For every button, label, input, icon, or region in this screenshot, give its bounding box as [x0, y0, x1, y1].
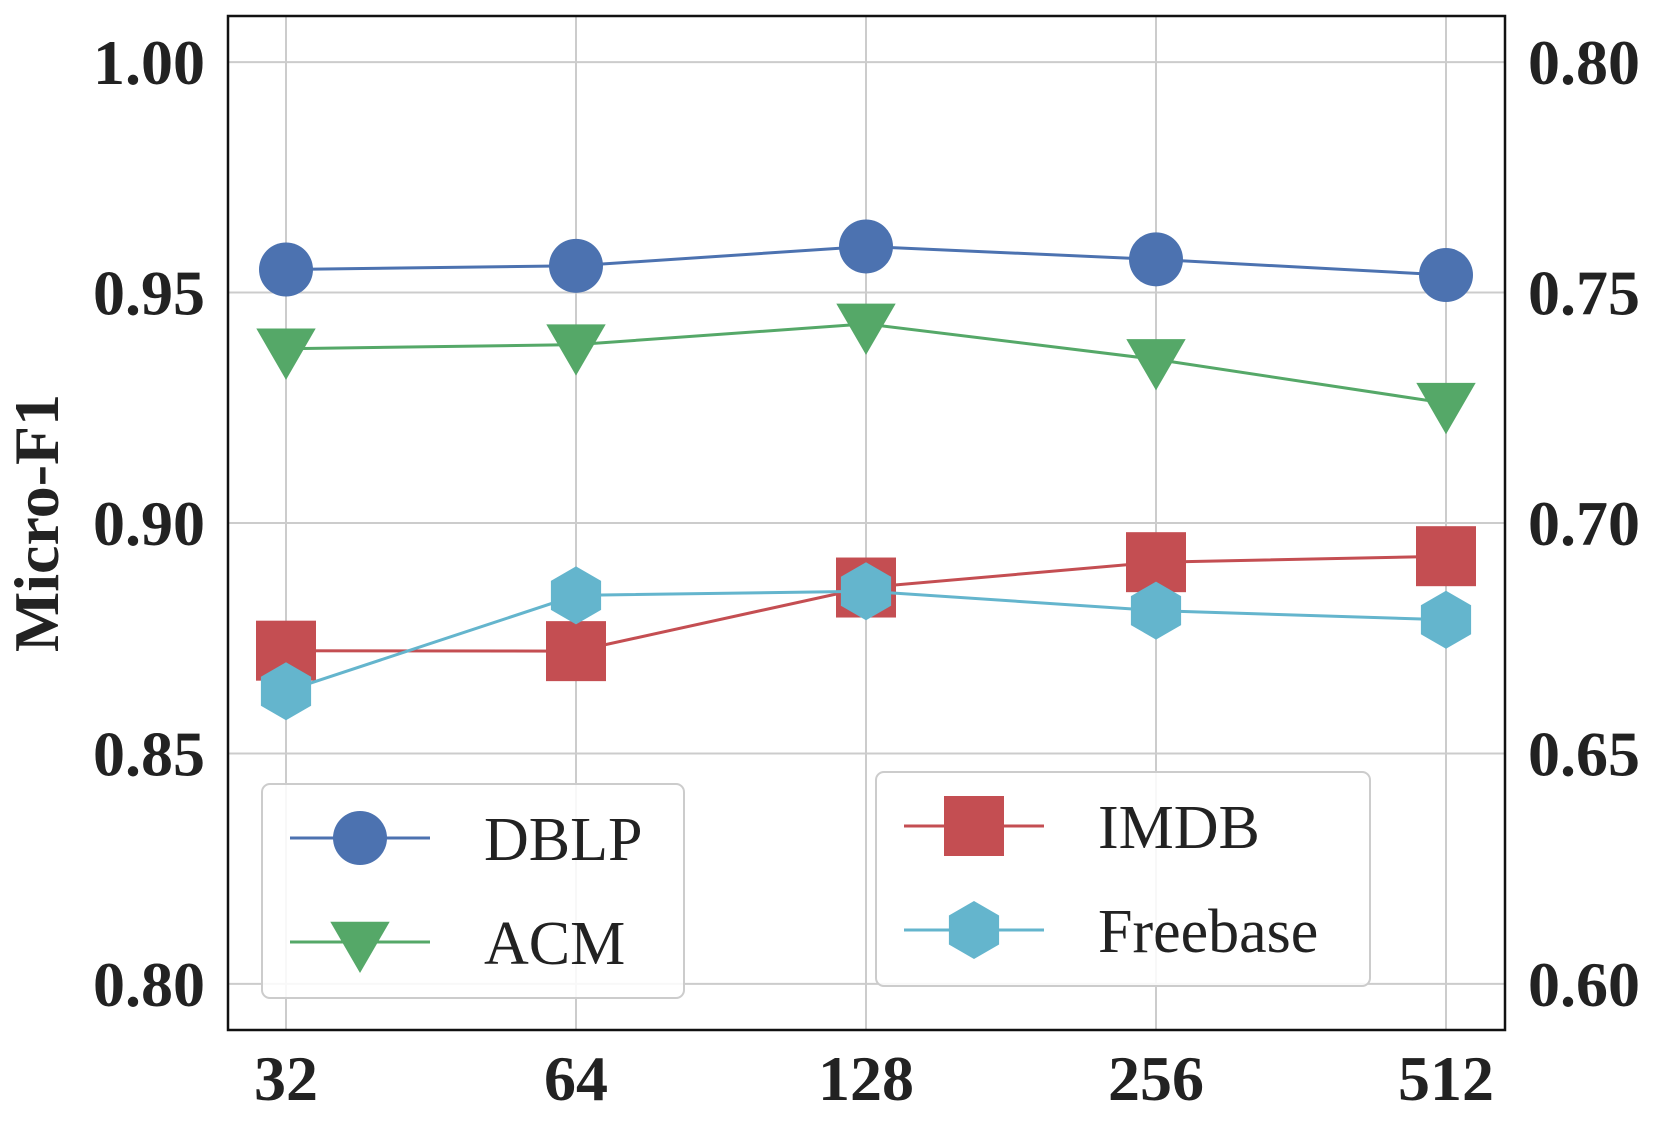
freebase-point-256	[1130, 581, 1182, 640]
imdb-point-64	[546, 621, 606, 682]
series-dblp	[259, 219, 1473, 303]
legend-label-imdb: IMDB	[1098, 794, 1260, 862]
dblp-point-128	[839, 219, 893, 274]
y-left-tick-label: 1.00	[93, 27, 205, 98]
plot-frame	[226, 14, 1507, 1032]
x-tick-label: 512	[1398, 1043, 1494, 1114]
y-right-tick-label: 0.65	[1528, 718, 1640, 789]
y-left-tick-label: 0.85	[93, 718, 205, 789]
y-axis-label: Micro-F1	[1, 394, 72, 652]
imdb-point-512	[1416, 526, 1476, 587]
x-tick-label: 32	[254, 1043, 318, 1114]
y-left-tick-label: 0.95	[93, 258, 205, 329]
freebase-point-512	[1420, 590, 1472, 649]
series-acm	[256, 303, 1476, 435]
legend-marker-imdb	[944, 796, 1004, 856]
freebase-point-128	[840, 562, 892, 621]
y-right-tick-label: 0.60	[1528, 949, 1640, 1020]
axes: 0.80 0.85 0.90 0.95 1.00 0.60 0.65 0.70 0.75 0.80…	[93, 27, 1640, 1114]
acm-point-512	[1416, 382, 1476, 435]
dblp-point-512	[1419, 248, 1473, 303]
dblp-point-32	[259, 242, 313, 297]
legend-label-dblp: DBLP	[484, 806, 642, 874]
legend-1: DBLP ACM	[261, 783, 685, 999]
legend-marker-acm	[330, 921, 390, 974]
dblp-point-256	[1129, 232, 1183, 287]
y-right-tick-label: 0.75	[1528, 258, 1640, 329]
x-tick-label: 64	[544, 1043, 608, 1114]
legend-marker-freebase	[948, 901, 1000, 959]
legend-marker-dblp	[333, 811, 387, 865]
series-layer	[256, 219, 1476, 721]
dblp-point-64	[549, 238, 603, 293]
legend-2: IMDB Freebase	[875, 771, 1371, 987]
y-right-tick-label: 0.70	[1528, 488, 1640, 559]
acm-point-32	[256, 328, 316, 380]
y-left-tick-label: 0.80	[93, 949, 205, 1020]
x-tick-label: 256	[1108, 1043, 1204, 1114]
legends: DBLP ACM IMDB Freebase	[261, 771, 1371, 999]
legend-label-acm: ACM	[484, 910, 625, 978]
legend-label-freebase: Freebase	[1098, 898, 1318, 966]
y-left-tick-label: 0.90	[93, 488, 205, 559]
x-tick-label: 128	[818, 1043, 914, 1114]
freebase-point-64	[550, 566, 602, 625]
acm-point-128	[836, 303, 896, 355]
y-right-tick-label: 0.80	[1528, 27, 1640, 98]
series-freebase	[260, 562, 1472, 721]
freebase-point-32	[260, 662, 312, 721]
acm-point-64	[546, 324, 606, 376]
acm-point-256	[1126, 339, 1186, 391]
